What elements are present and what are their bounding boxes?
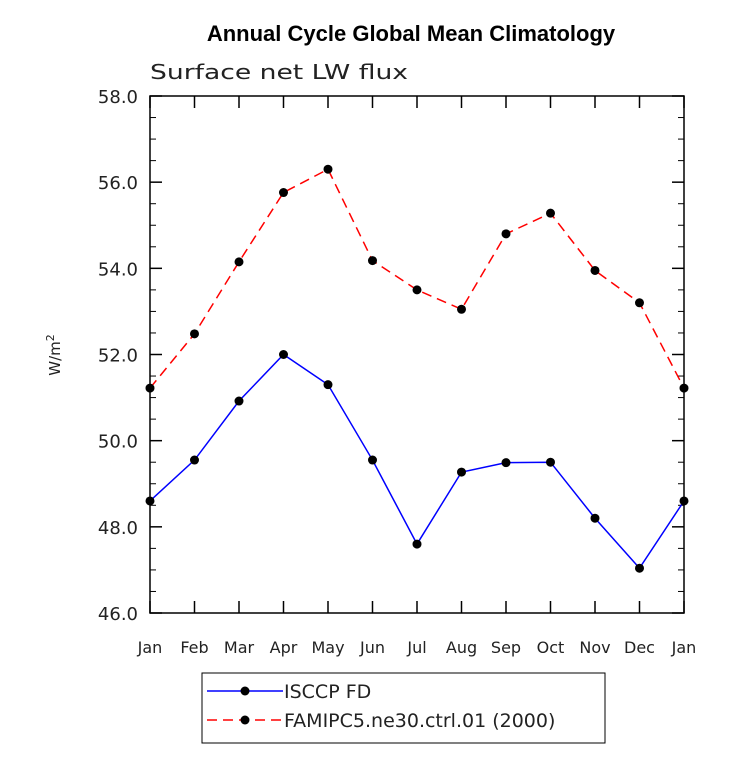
series-line-2: [149, 168, 685, 389]
x-tick-label: Apr: [270, 638, 298, 657]
series-2-point: [279, 188, 288, 198]
x-tick-label: Nov: [579, 638, 610, 657]
x-tick-label: Oct: [537, 638, 565, 657]
series-1-point: [546, 457, 555, 467]
y-axis-label-exponent: 2: [44, 334, 57, 341]
y-tick-label: 54.0: [98, 259, 138, 280]
series-2-point: [546, 208, 555, 218]
series-2-point: [190, 329, 199, 339]
series-2-point: [145, 383, 155, 393]
series-2-point: [368, 256, 377, 266]
x-tick-label: Aug: [446, 638, 477, 657]
chart-subtitle: Surface net LW flux: [150, 60, 408, 84]
legend-marker-2: [240, 715, 250, 725]
series-1-point: [590, 513, 600, 523]
x-tick-label: Jun: [359, 638, 385, 657]
series-1-point: [412, 539, 422, 549]
series-1-point: [234, 396, 244, 406]
y-tick-label: 52.0: [98, 346, 138, 367]
x-tick-label: Jan: [671, 638, 697, 657]
x-tick-label: Sep: [491, 638, 521, 657]
y-tick-label: 46.0: [98, 604, 138, 625]
series-2-point: [323, 164, 333, 174]
legend-label-1: ISCCP FD: [284, 681, 371, 703]
y-tick-label: 56.0: [98, 173, 138, 194]
x-tick-label: May: [311, 638, 344, 657]
series-2-point: [635, 298, 644, 308]
axes-layer: 46.0 48.0 50.0 52.0 54.0 56.0 58.0 Jan Feb Mar Apr…: [98, 87, 696, 657]
series-1-point: [145, 496, 155, 506]
series-1-point: [190, 455, 199, 465]
plot-frame: [149, 95, 685, 614]
legend-label-2: FAMIPC5.ne30.ctrl.01 (2000): [284, 710, 555, 732]
series-layer: [145, 164, 689, 573]
series-1-point: [679, 496, 689, 506]
series-2-point: [590, 265, 600, 275]
y-tick-label: 58.0: [98, 87, 138, 108]
x-tick-label: Feb: [180, 638, 208, 657]
y-tick-label: 48.0: [98, 518, 138, 539]
series-2-point: [679, 383, 689, 393]
x-tick-label: Mar: [224, 638, 255, 657]
y-tick-label: 50.0: [98, 432, 138, 453]
series-2-point: [501, 229, 511, 239]
x-tick-label: Jan: [137, 638, 163, 657]
y-axis-label-unit: W/m: [46, 341, 64, 376]
series-2-point: [457, 304, 466, 314]
legend-box: [201, 672, 606, 744]
series-1-point: [368, 455, 377, 465]
series-line-1: [149, 353, 685, 570]
series-1-point: [279, 350, 288, 359]
chart-title: Annual Cycle Global Mean Climatology: [207, 21, 616, 46]
series-1-point: [501, 458, 511, 468]
legend-marker-1: [240, 686, 250, 696]
y-axis-label: W/m2: [44, 334, 64, 376]
series-2-point: [234, 257, 244, 267]
x-tick-label: Dec: [624, 638, 655, 657]
series-2-point: [412, 285, 422, 295]
x-tick-label: Jul: [406, 638, 426, 657]
legend: ISCCP FD FAMIPC5.ne30.ctrl.01 (2000): [201, 672, 606, 744]
series-1-point: [323, 380, 333, 390]
series-1-point: [635, 563, 644, 573]
series-1-point: [457, 467, 466, 477]
